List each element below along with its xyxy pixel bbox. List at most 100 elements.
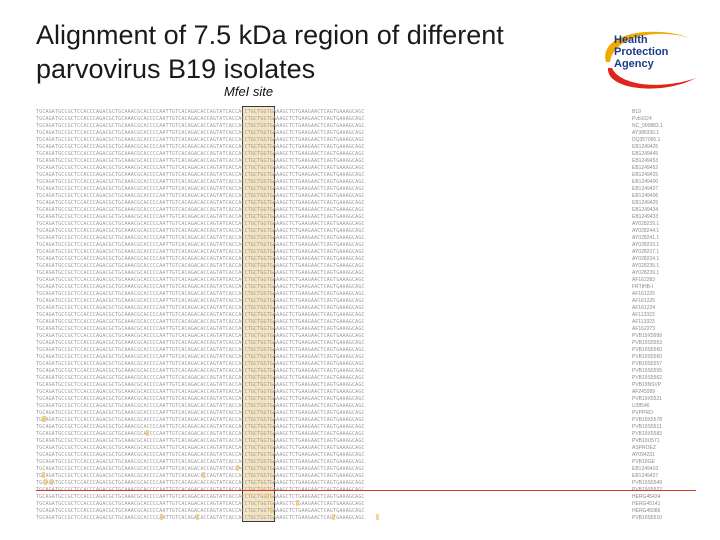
- mismatch-highlight: [270, 507, 273, 513]
- isolate-name: PVB19S5560: [632, 354, 663, 360]
- alignment-row: TGCAGATGCCGCTCCACCCAGACGCTGCAAACGCACCCCA…: [36, 437, 716, 445]
- isolate-name: PVB19S5560: [632, 347, 663, 353]
- alignment-row: TGCAGATGCCGCTCCACCCAGACGCTGCAAACGCACCCCA…: [36, 360, 716, 368]
- mismatch-highlight: [196, 514, 199, 520]
- mismatch-highlight: [44, 479, 47, 485]
- isolate-name: PVB19X5999: [632, 333, 663, 339]
- isolate-name: AF162283: [632, 277, 656, 283]
- alignment-row: TGCAGATGCCGCTCCACCCAGACGCTGCAAACGCACCCCA…: [36, 262, 716, 270]
- isolate-name: AF162273: [632, 326, 656, 332]
- alignment-row: TGCAGATGCCGCTCCACCCAGACGCTGCAAACGCACCCCA…: [36, 206, 716, 214]
- isolate-name: AY028241.1: [632, 235, 660, 241]
- isolate-name: PVB19S5555: [632, 368, 663, 374]
- isolate-name: PVB19S5511: [632, 424, 662, 430]
- isolate-name: AY028244.1: [632, 228, 660, 234]
- mismatch-highlight: [43, 416, 46, 422]
- alignment-row: TGCAGATGCCGCTCCACCCAGACGCTGCAAACGCACCCCA…: [36, 311, 716, 319]
- sequence-text: TGCAGATGCCGCTCCACCCAGACGCTGCAAACGCACCCCA…: [36, 403, 365, 409]
- alignment-row: TGCAGATGCCGCTCCACCCAGACGCTGCAAACGCACCCCA…: [36, 150, 716, 158]
- alignment-row: TGCAGATGCCGCTCCACCCAGACGCTGCAAACGCACCCCA…: [36, 290, 716, 298]
- sequence-text: TGCAGATGCCGCTCCACCCAGACGCTGCAAACGCACCCCA…: [36, 263, 365, 269]
- alignment-row: TGCAGATGCCGCTCCACCCAGACGCTGCAAACGCACCCCA…: [36, 465, 716, 473]
- isolate-name: AY028235.1: [632, 263, 660, 269]
- sequence-text: TGCAGATGCCGCTCCACCCAGACGCTGCAAACGCACCCCA…: [36, 221, 365, 227]
- sequence-text: TGCAGATGCCGCTCCACCCAGACGCTGCAAACGCACCCCA…: [36, 298, 365, 304]
- sequence-text: TGCAGATGCCGCTCCACCCAGACGCTGCAAACGCACCCCA…: [36, 200, 365, 206]
- sequence-text: TGCAGATGCCGCTCCACCCAGACGCTGCAAACGCACCCCA…: [36, 179, 365, 185]
- sequence-text: TGCAGATGCCGCTCCACCCAGACGCTGCAAACGCACCCCA…: [36, 109, 365, 115]
- sequence-text: TGCAGATGCCGCTCCACCCAGACGCTGCAAACGCACCCCA…: [36, 494, 365, 500]
- alignment-row: TGCAGATGCCGCTCCACCCAGACGCTGCAAACGCACCCCA…: [36, 472, 716, 480]
- isolate-name: B19: [632, 109, 641, 115]
- alignment-row: TGCAGATGCCGCTCCACCCAGACGCTGCAAACGCACCCCA…: [36, 220, 716, 228]
- isolate-name: DQ357065.1: [632, 137, 661, 143]
- alignment-row: TGCAGATGCCGCTCCACCCAGACGCTGCAAACGCACCCCA…: [36, 136, 716, 144]
- alignment-row: TGCAGATGCCGCTCCACCCAGACGCTGCAAACGCACCCCA…: [36, 395, 716, 403]
- alignment-row: TGCAGATGCCGCTCCACCCAGACGCTGCAAACGCACCCCA…: [36, 269, 716, 277]
- alignment-row: TGCAGATGCCGCTCCACCCAGACGCTGCAAACGCACCCCA…: [36, 500, 716, 508]
- sequence-text: TGCAGATGCCGCTCCACCCAGACGCTGCAAACGCACCCCA…: [36, 137, 365, 143]
- alignment-row: TGCAGATGCCGCTCCACCCAGACGCTGCAAACGCACCCCA…: [36, 143, 716, 151]
- sequence-text: TGCAGATGCCGCTCCACCCAGACGCTGCAAACGCACCCCA…: [36, 158, 365, 164]
- isolate-name: PVB19X5583: [632, 431, 663, 437]
- sequence-text: TGCAGATGCCGCTCCACCCAGACGCTGCAAACGCACCCCA…: [36, 214, 365, 220]
- sequence-text: TGCAGATGCCGCTCCACCCAGACGCTGCAAACGCACCCCA…: [36, 172, 365, 178]
- alignment-row: TGCAGATGCCGCTCCACCCAGACGCTGCAAACGCACCCCA…: [36, 192, 716, 200]
- sequence-text: TGCAGATGCCGCTCCACCCAGACGCTGCAAACGCACCCCA…: [36, 382, 365, 388]
- mismatch-highlight: [50, 479, 53, 485]
- isolate-name: EB1249425: [632, 144, 659, 150]
- alignment-row: TGCAGATGCCGCTCCACCCAGACGCTGCAAACGCACCCCA…: [36, 283, 716, 291]
- sequence-text: TGCAGATGCCGCTCCACCCAGACGCTGCAAACGCACCCCA…: [36, 396, 365, 402]
- sequence-text: TGCAGATGCCGCTCCACCCAGACGCTGCAAACGCACCCCA…: [36, 270, 365, 276]
- alignment-row: TGCAGATGCCGCTCCACCCAGACGCTGCAAACGCACCCCA…: [36, 227, 716, 235]
- sequence-text: TGCAGATGCCGCTCCACCCAGACGCTGCAAACGCACCCCA…: [36, 228, 365, 234]
- alignment-row: TGCAGATGCCGCTCCACCCAGACGCTGCAAACGCACCCCA…: [36, 374, 716, 382]
- logo-line2: Protection: [614, 46, 669, 58]
- isolate-name: EB1249406: [632, 193, 659, 199]
- alignment-row: TGCAGATGCCGCTCCACCCAGACGCTGCAAACGCACCCCA…: [36, 129, 716, 137]
- sequence-text: TGCAGATGCCGCTCCACCCAGACGCTGCAAACGCACCCCA…: [36, 501, 365, 507]
- alignment-row: TGCAGATGCCGCTCCACCCAGACGCTGCAAACGCACCCCA…: [36, 276, 716, 284]
- alignment-row: TGCAGATGCCGCTCCACCCAGACGCTGCAAACGCACCCCA…: [36, 122, 716, 130]
- alignment-row: TGCAGATGCCGCTCCACCCAGACGCTGCAAACGCACCCCA…: [36, 402, 716, 410]
- sequence-text: TGCAGATGCCGCTCCACCCAGACGCTGCAAACGCACCCCA…: [36, 116, 365, 122]
- sequence-text: TGCAGATGCCGCTCCACCCAGACGCTGCAAACGCACCCCA…: [36, 368, 365, 374]
- isolate-name: AY028233.1: [632, 242, 660, 248]
- sequence-text: TGCAGATGCCGCTCCACCCAGACGCTGCAAACGCACCCCA…: [36, 291, 365, 297]
- sequence-text: TGCAGATGCCGCTCCACCCAGACGCTGCAAACGCACCCCA…: [36, 480, 365, 486]
- slide-title: Alignment of 7.5 kDa region of different…: [36, 20, 504, 84]
- isolate-name: PVB19S5553: [632, 340, 663, 346]
- isolate-name: EB1249425: [632, 200, 659, 206]
- alignment-divider-line: [36, 490, 696, 491]
- sequence-text: TGCAGATGCCGCTCCACCCAGACGCTGCAAACGCACCCCA…: [36, 424, 365, 430]
- sequence-text: TGCAGATGCCGCTCCACCCAGACGCTGCAAACGCACCCCA…: [36, 249, 365, 255]
- mismatch-highlight: [266, 493, 269, 499]
- sequence-text: TGCAGATGCCGCTCCACCCAGACGCTGCAAACGCACCCCA…: [36, 130, 365, 136]
- alignment-row: TGCAGATGCCGCTCCACCCAGACGCTGCAAACGCACCCCA…: [36, 185, 716, 193]
- mismatch-highlight: [202, 472, 205, 478]
- isolate-name: AF161225: [632, 298, 656, 304]
- sequence-text: TGCAGATGCCGCTCCACCCAGACGCTGCAAACGCACCCCA…: [36, 452, 365, 458]
- sequence-text: TGCAGATGCCGCTCCACCCAGACGCTGCAAACGCACCCCA…: [36, 459, 365, 465]
- mismatch-highlight: [42, 472, 45, 478]
- alignment-row: TGCAGATGCCGCTCCACCCAGACGCTGCAAACGCACCCCA…: [36, 346, 716, 354]
- isolate-name: HERG45434: [632, 494, 661, 500]
- isolate-name: AY028234.1: [632, 256, 660, 262]
- sequence-text: TGCAGATGCCGCTCCACCCAGACGCTGCAAACGCACCCCA…: [36, 207, 365, 213]
- mismatch-highlight: [160, 514, 163, 520]
- sequence-text: TGCAGATGCCGCTCCACCCAGACGCTGCAAACGCACCCCA…: [36, 389, 365, 395]
- sequence-text: TGCAGATGCCGCTCCACCCAGACGCTGCAAACGCACCCCA…: [36, 417, 365, 423]
- isolate-name: PVB19X5578: [632, 417, 663, 423]
- alignment-row: TGCAGATGCCGCTCCACCCAGACGCTGCAAACGCACCCCA…: [36, 507, 716, 515]
- sequence-text: TGCAGATGCCGCTCCACCCAGACGCTGCAAACGCACCCCA…: [36, 186, 365, 192]
- alignment-row: TGCAGATGCCGCTCCACCCAGACGCTGCAAACGCACCCCA…: [36, 248, 716, 256]
- mfei-site-highlight: [242, 106, 275, 522]
- isolate-name: EB1249427: [632, 473, 659, 479]
- alignment-row: TGCAGATGCCGCTCCACCCAGACGCTGCAAACGCACCCCA…: [36, 332, 716, 340]
- isolate-name: EB1249400: [632, 179, 659, 185]
- alignment-row: TGCAGATGCCGCTCCACCCAGACGCTGCAAACGCACCCCA…: [36, 493, 716, 501]
- isolate-name: PVB19S5562: [632, 375, 663, 381]
- mismatch-highlight: [332, 514, 335, 520]
- logo-swoosh-icon: [605, 31, 696, 89]
- alignment-row: TGCAGATGCCGCTCCACCCAGACGCTGCAAACGCACCCCA…: [36, 458, 716, 466]
